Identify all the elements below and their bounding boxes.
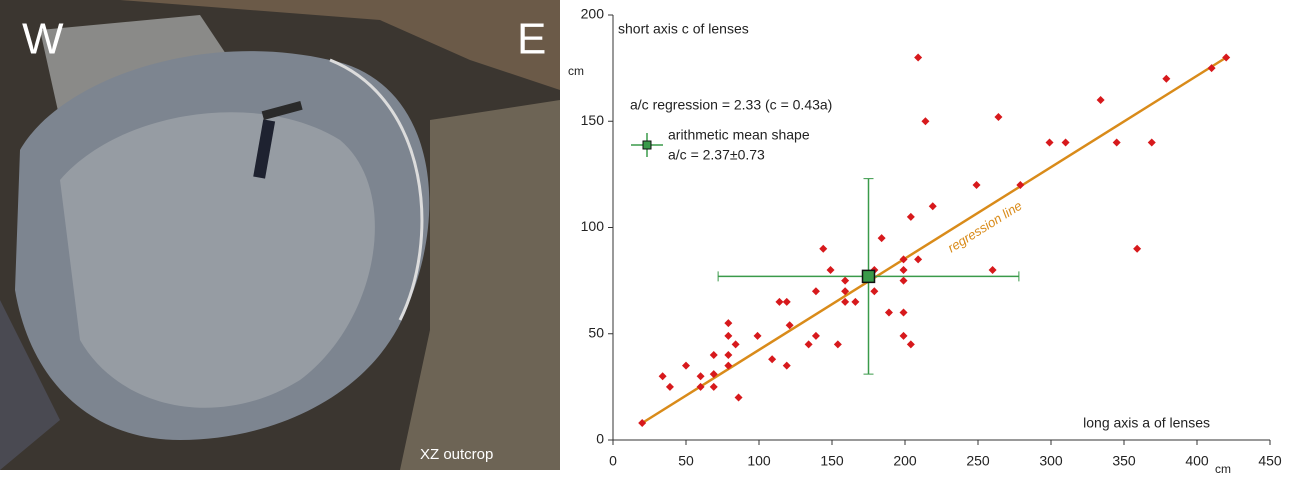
data-point (1207, 64, 1216, 73)
data-point (1016, 181, 1025, 189)
y-tick-label: 100 (581, 218, 605, 234)
data-point (804, 340, 813, 349)
x-tick-label: 400 (1185, 453, 1209, 469)
data-point (753, 331, 762, 340)
x-tick-label: 250 (966, 453, 990, 469)
outcrop-photo: W E XZ outcrop (0, 0, 560, 470)
data-point (928, 202, 937, 211)
data-point (841, 276, 850, 285)
data-point (1222, 53, 1231, 62)
data-point (724, 351, 733, 359)
data-point (833, 340, 842, 349)
data-point (906, 212, 915, 221)
data-point (972, 181, 981, 189)
x-tick-label: 200 (893, 453, 917, 469)
data-point (785, 321, 794, 330)
data-point (696, 382, 705, 391)
data-point (724, 319, 733, 328)
data-point (709, 382, 718, 391)
data-point (994, 113, 1003, 121)
data-point (696, 372, 705, 381)
data-point (921, 117, 930, 126)
y-tick-label: 50 (588, 324, 604, 340)
data-point (731, 340, 740, 349)
data-point (734, 393, 743, 402)
data-point (768, 355, 777, 364)
regression-text: a/c regression = 2.33 (c = 0.43a) (630, 97, 832, 113)
data-point (709, 370, 718, 379)
data-point (709, 351, 718, 359)
photo-label: E (517, 15, 546, 64)
data-point (658, 372, 667, 381)
data-point (638, 419, 647, 427)
photo-label: W (22, 15, 64, 64)
data-point (724, 331, 733, 340)
data-point (665, 382, 674, 391)
data-point (914, 255, 923, 264)
x-tick-label: 100 (747, 453, 771, 469)
data-point (1162, 74, 1171, 83)
data-point (1133, 244, 1142, 253)
data-point (782, 297, 791, 306)
legend-text: arithmetic mean shape (668, 127, 810, 143)
data-point (841, 287, 850, 296)
x-tick-label: 350 (1112, 453, 1136, 469)
data-point (906, 340, 915, 349)
data-point (914, 53, 923, 62)
x-tick-label: 300 (1039, 453, 1063, 469)
data-point (1112, 138, 1121, 147)
data-point (884, 308, 893, 317)
data-point (1061, 138, 1070, 147)
data-point (819, 244, 828, 253)
y-tick-label: 200 (581, 6, 605, 22)
data-point (811, 287, 820, 296)
data-point (1147, 138, 1156, 147)
data-point (870, 287, 879, 296)
data-point (899, 276, 908, 285)
data-point (1096, 96, 1105, 104)
mean-point (861, 269, 876, 284)
legend-icon (642, 140, 652, 150)
y-tick-label: 150 (581, 112, 605, 128)
data-point (899, 255, 908, 264)
data-point (826, 266, 835, 274)
photo-caption: XZ outcrop (420, 446, 493, 463)
x-tick-label: 150 (820, 453, 844, 469)
data-point (841, 297, 850, 306)
data-point (724, 361, 733, 370)
data-point (811, 331, 820, 340)
y-axis-label: short axis c of lenses (618, 21, 749, 37)
y-unit: cm (568, 64, 584, 78)
data-point (899, 308, 908, 317)
x-tick-label: 0 (609, 453, 617, 469)
x-axis-label: long axis a of lenses (1083, 415, 1210, 431)
y-tick-label: 0 (596, 431, 604, 447)
legend-text: a/c = 2.37±0.73 (668, 147, 765, 163)
data-point (899, 266, 908, 274)
x-tick-label: 50 (678, 453, 694, 469)
data-point (775, 297, 784, 306)
data-point (1045, 138, 1054, 147)
x-unit: cm (1215, 462, 1231, 476)
data-point (988, 266, 997, 274)
data-point (851, 297, 860, 306)
data-point (899, 331, 908, 340)
data-point (682, 361, 690, 370)
data-point (877, 234, 886, 243)
x-tick-label: 450 (1258, 453, 1282, 469)
regression-line (641, 56, 1227, 425)
data-point (782, 361, 791, 370)
